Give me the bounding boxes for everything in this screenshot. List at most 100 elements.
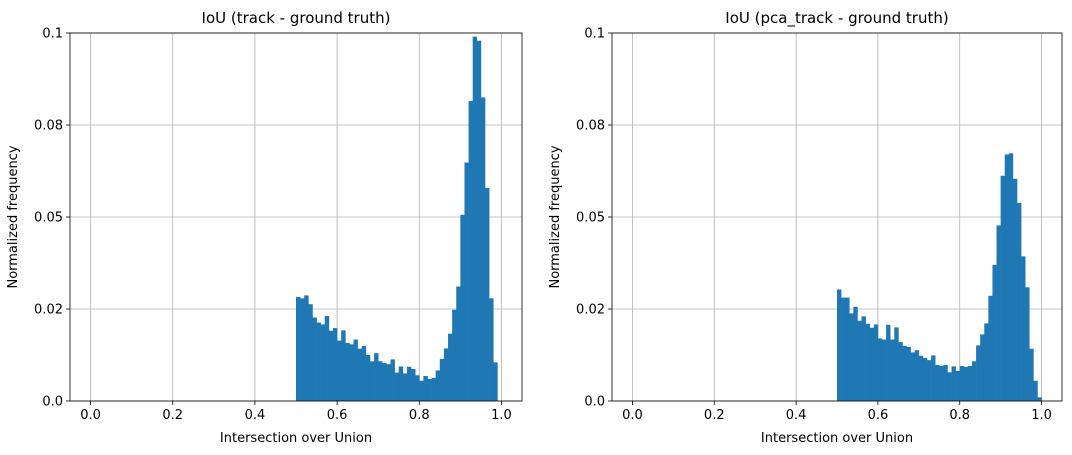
y-tick-label: 0.0: [42, 395, 63, 410]
histogram-bar: [320, 324, 326, 401]
histogram-bar: [349, 344, 354, 401]
histogram-bar: [894, 327, 899, 401]
histogram-bar: [296, 296, 301, 401]
y-axis-label: Normalized frequency: [548, 145, 563, 288]
histogram-bar: [431, 377, 437, 401]
histogram-bar: [841, 297, 846, 401]
histogram-bar: [992, 264, 997, 401]
x-tick-label: 0.8: [949, 408, 970, 423]
histogram-bar: [452, 309, 457, 401]
histogram-bar: [853, 306, 858, 401]
histogram-bar: [845, 297, 850, 401]
histogram-bar: [419, 380, 424, 401]
histogram-bar: [857, 320, 862, 401]
histogram-bar: [1000, 175, 1006, 401]
histogram-bar: [939, 366, 944, 401]
x-tick-label: 0.4: [786, 408, 807, 423]
histogram-bar: [415, 375, 420, 401]
histogram-bar: [378, 361, 383, 401]
histogram-bar: [468, 101, 473, 401]
histogram-bar: [328, 330, 334, 401]
y-tick-label: 0.08: [34, 119, 63, 134]
histogram-bar: [914, 350, 920, 401]
histogram-bar: [890, 339, 895, 401]
x-axis-label: Intersection over Union: [220, 431, 372, 446]
histogram-bar: [386, 364, 391, 401]
x-tick-label: 1.0: [1031, 408, 1052, 423]
histogram-bar: [448, 333, 453, 401]
histogram-bar: [935, 364, 940, 401]
histogram-bar: [959, 366, 965, 401]
histogram-bar: [353, 339, 358, 401]
histogram-bar: [861, 316, 866, 401]
x-tick-label: 0.2: [704, 408, 725, 423]
x-tick-label: 0.0: [622, 408, 643, 423]
histogram-bar: [406, 366, 412, 401]
histogram-bar: [996, 225, 1001, 401]
histogram-bar: [984, 323, 989, 401]
histogram-bar: [976, 345, 981, 401]
histogram-bar: [480, 97, 486, 402]
histogram-bar: [873, 324, 879, 401]
histogram-bar: [1012, 178, 1018, 401]
histogram-bar: [316, 322, 321, 401]
histogram-bar: [443, 348, 449, 401]
x-axis-label: Intersection over Union: [761, 431, 913, 446]
histogram-bar: [423, 375, 428, 401]
histogram-bar: [943, 364, 948, 401]
chart-panel-right: 0.0 0.2 0.4 0.6 0.8 1.0 0.0 0.02 0.05 0.08 0.1 IoU…: [548, 9, 1063, 446]
x-tick-label: 0.2: [162, 408, 183, 423]
histogram-bar: [345, 342, 350, 401]
histogram-bar: [365, 355, 371, 401]
histogram-bar: [361, 345, 367, 401]
histogram-bar: [485, 187, 490, 401]
x-tick-label: 0.6: [327, 408, 348, 423]
histogram-bar: [1037, 397, 1042, 401]
histogram-bar: [411, 368, 416, 401]
histogram-bar: [398, 366, 404, 401]
chart-title: IoU (track - ground truth): [202, 9, 391, 27]
histogram-bar: [476, 40, 482, 402]
histogram-bar: [460, 214, 465, 401]
histogram-bar: [837, 289, 842, 401]
chart-panel-left: 0.0 0.2 0.4 0.6 0.8 1.0 0.0 0.02 0.05 0.08 0.1 IoU…: [6, 9, 523, 446]
y-tick-label: 0.1: [584, 27, 605, 42]
y-tick-label: 0.0: [584, 395, 605, 410]
histogram-bar: [865, 323, 871, 401]
histogram-bar: [902, 345, 907, 401]
y-axis-label: Normalized frequency: [6, 145, 21, 288]
y-tick-label: 0.05: [34, 211, 63, 226]
histogram-bar: [1017, 203, 1022, 401]
histogram-bar: [1033, 380, 1038, 401]
x-tick-label: 0.6: [868, 408, 889, 423]
y-tick-label: 0.02: [576, 303, 605, 318]
histogram-bar: [456, 286, 461, 401]
histogram-bar: [1008, 153, 1014, 401]
histogram-bar: [849, 313, 854, 401]
histogram-bar: [877, 338, 883, 401]
y-tick-label: 0.05: [576, 211, 605, 226]
histogram-bar: [972, 361, 977, 401]
histogram-bar: [357, 348, 363, 401]
y-tick-label: 0.1: [42, 27, 63, 42]
histogram-bar: [435, 370, 441, 401]
histogram-bar: [324, 315, 330, 401]
histogram-bar: [312, 317, 317, 401]
histogram-bar: [931, 355, 936, 401]
histogram-bar: [308, 304, 313, 401]
histogram-bar: [493, 362, 498, 401]
histogram-bar: [886, 324, 891, 401]
histogram-bar: [1021, 256, 1026, 401]
histogram-bar: [967, 366, 973, 401]
histogram-bar: [332, 328, 338, 401]
histogram-bar: [369, 361, 375, 401]
histogram-bar: [390, 359, 395, 401]
histogram-bar: [300, 298, 305, 401]
histogram-bar: [1025, 287, 1030, 401]
histogram-bar: [439, 359, 445, 401]
y-tick-label: 0.02: [34, 303, 63, 318]
histogram-bar: [910, 352, 916, 401]
histogram-bar: [927, 360, 932, 401]
histogram-bar: [988, 295, 993, 401]
